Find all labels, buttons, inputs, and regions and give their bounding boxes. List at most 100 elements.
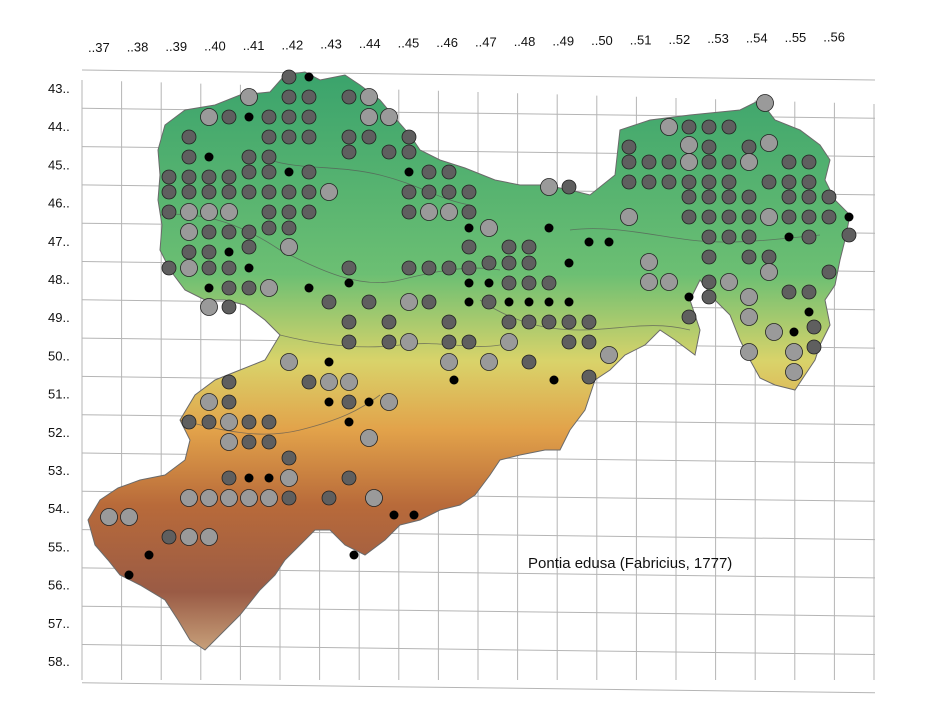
- occurrence-dot: [661, 154, 677, 170]
- occurrence-dot: [640, 273, 658, 291]
- grid-line-horizontal: [81, 69, 876, 81]
- occurrence-dot: [281, 89, 297, 105]
- occurrence-dot: [144, 550, 154, 560]
- occurrence-dot: [441, 164, 457, 180]
- occurrence-dot: [364, 397, 374, 407]
- occurrence-dot: [600, 346, 618, 364]
- occurrence-dot: [221, 260, 237, 276]
- occurrence-dot: [761, 249, 777, 265]
- occurrence-dot: [180, 489, 198, 507]
- row-label: 54..: [48, 501, 70, 516]
- occurrence-dot: [321, 294, 337, 310]
- occurrence-dot: [461, 239, 477, 255]
- occurrence-dot: [200, 108, 218, 126]
- occurrence-dot: [381, 144, 397, 160]
- row-labels: 43.. 44.. 45.. 46.. 47.. 48.. 49.. 50.. 51.. 52..…: [48, 81, 70, 669]
- occurrence-dot: [260, 489, 278, 507]
- occurrence-dot: [244, 112, 254, 122]
- occurrence-dot: [281, 204, 297, 220]
- occurrence-dot: [304, 283, 314, 293]
- occurrence-dot: [501, 239, 517, 255]
- occurrence-dot: [301, 184, 317, 200]
- occurrence-dot: [741, 229, 757, 245]
- column-label: ..49: [552, 33, 574, 48]
- occurrence-dot: [241, 224, 257, 240]
- row-label: 52..: [48, 425, 70, 440]
- occurrence-dot: [360, 108, 378, 126]
- occurrence-dot: [821, 209, 837, 225]
- occurrence-dot: [464, 297, 474, 307]
- occurrence-dot: [841, 227, 857, 243]
- occurrence-dot: [761, 174, 777, 190]
- occurrence-dot: [341, 260, 357, 276]
- occurrence-dot: [441, 184, 457, 200]
- occurrence-dot: [124, 570, 134, 580]
- column-label: ..48: [514, 34, 536, 49]
- occurrence-dot: [781, 209, 797, 225]
- occurrence-dot: [341, 144, 357, 160]
- occurrence-dot: [181, 149, 197, 165]
- occurrence-dot: [241, 239, 257, 255]
- occurrence-dot: [421, 294, 437, 310]
- occurrence-dot: [161, 529, 177, 545]
- occurrence-dot: [806, 339, 822, 355]
- occurrence-dot: [301, 204, 317, 220]
- occurrence-dot: [221, 374, 237, 390]
- row-label: 56..: [48, 578, 70, 593]
- occurrence-dot: [801, 284, 817, 300]
- occurrence-dot: [201, 224, 217, 240]
- occurrence-dot: [221, 394, 237, 410]
- occurrence-dot: [681, 309, 697, 325]
- occurrence-dot: [401, 204, 417, 220]
- occurrence-dot: [765, 323, 783, 341]
- occurrence-dot: [360, 429, 378, 447]
- occurrence-dot: [241, 184, 257, 200]
- row-label: 43..: [48, 81, 70, 96]
- column-label: ..39: [165, 39, 187, 54]
- occurrence-dot: [721, 174, 737, 190]
- occurrence-dot: [320, 183, 338, 201]
- occurrence-dot: [500, 333, 518, 351]
- occurrence-dot: [621, 154, 637, 170]
- occurrence-dot: [480, 353, 498, 371]
- occurrence-dot: [681, 174, 697, 190]
- occurrence-dot: [681, 189, 697, 205]
- occurrence-dot: [521, 314, 537, 330]
- column-label: ..45: [398, 36, 420, 51]
- occurrence-dot: [741, 189, 757, 205]
- occurrence-dot: [684, 292, 694, 302]
- occurrence-dot: [180, 203, 198, 221]
- occurrence-dot: [785, 363, 803, 381]
- occurrence-dot: [701, 189, 717, 205]
- occurrence-dot: [549, 375, 559, 385]
- row-label: 44..: [48, 119, 70, 134]
- occurrence-dot: [240, 88, 258, 106]
- occurrence-dot: [544, 223, 554, 233]
- occurrence-dot: [461, 184, 477, 200]
- occurrence-dot: [161, 184, 177, 200]
- grid-line-horizontal: [81, 682, 876, 694]
- occurrence-dot: [261, 434, 277, 450]
- occurrence-dot: [521, 255, 537, 271]
- occurrence-dot: [221, 299, 237, 315]
- occurrence-dot: [401, 184, 417, 200]
- occurrence-dot: [785, 343, 803, 361]
- occurrence-dot: [721, 229, 737, 245]
- occurrence-dot: [561, 179, 577, 195]
- column-label: ..38: [127, 39, 149, 54]
- occurrence-dot: [701, 249, 717, 265]
- row-label: 53..: [48, 463, 70, 478]
- occurrence-dot: [401, 144, 417, 160]
- occurrence-dot: [280, 353, 298, 371]
- occurrence-dot: [801, 229, 817, 245]
- occurrence-dot: [381, 314, 397, 330]
- occurrence-dot: [180, 259, 198, 277]
- occurrence-dot: [221, 280, 237, 296]
- occurrence-dot: [381, 334, 397, 350]
- occurrence-dot: [181, 184, 197, 200]
- occurrence-dot: [440, 353, 458, 371]
- occurrence-dot: [760, 208, 778, 226]
- occurrence-dot: [349, 550, 359, 560]
- occurrence-dot: [721, 189, 737, 205]
